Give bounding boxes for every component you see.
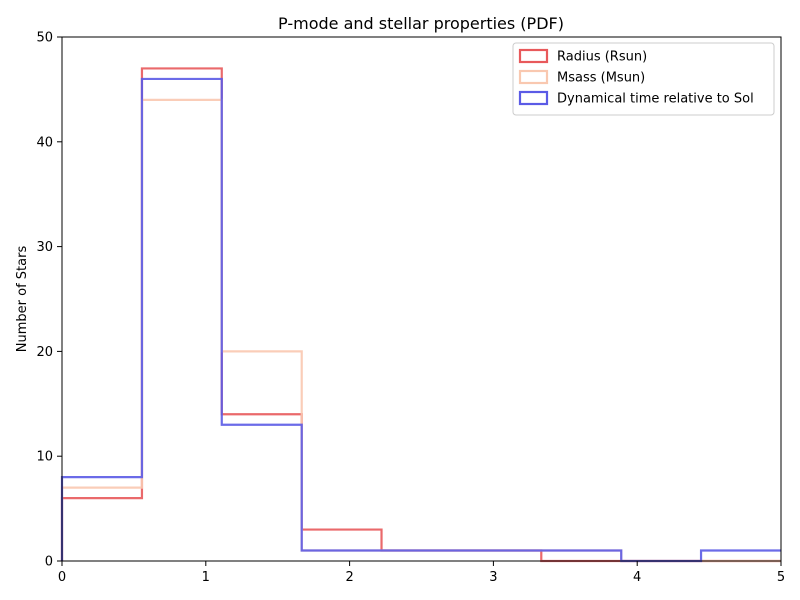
chart-title: P-mode and stellar properties (PDF) xyxy=(278,14,564,33)
x-axis: 0 1 2 3 4 5 xyxy=(58,561,785,585)
y-tick-label: 30 xyxy=(36,240,53,255)
series-2-step-line xyxy=(60,77,781,563)
x-tick-label: 3 xyxy=(489,570,497,585)
x-tick-label: 4 xyxy=(633,570,641,585)
legend-swatch-0 xyxy=(518,48,549,64)
legend-label-0: Radius (Rsun) xyxy=(557,50,647,65)
y-axis-label: Number of Stars xyxy=(15,246,30,353)
x-tick-label: 5 xyxy=(777,570,785,585)
legend-label-1: Msass (Msun) xyxy=(557,71,645,86)
legend-swatch-1 xyxy=(518,69,549,85)
y-tick-label: 0 xyxy=(45,555,53,570)
x-tick-label: 0 xyxy=(58,570,66,585)
plot-marks xyxy=(60,67,781,563)
legend-swatch-2 xyxy=(518,90,549,106)
legend: Radius (Rsun) Msass (Msun) Dynamical time … xyxy=(512,42,775,116)
y-axis: 0 10 20 30 40 50 xyxy=(36,31,62,570)
y-tick-label: 10 xyxy=(36,450,53,465)
plot-frame xyxy=(61,36,782,562)
x-tick-label: 2 xyxy=(345,570,353,585)
x-tick-label: 1 xyxy=(202,570,210,585)
y-tick-label: 50 xyxy=(36,31,53,46)
y-tick-label: 20 xyxy=(36,345,53,360)
legend-box xyxy=(512,42,775,116)
series-1-step-line xyxy=(60,98,781,563)
y-tick-label: 40 xyxy=(36,135,53,150)
legend-label-2: Dynamical time relative to Sol xyxy=(557,92,754,107)
series-0-step-line xyxy=(60,67,781,563)
